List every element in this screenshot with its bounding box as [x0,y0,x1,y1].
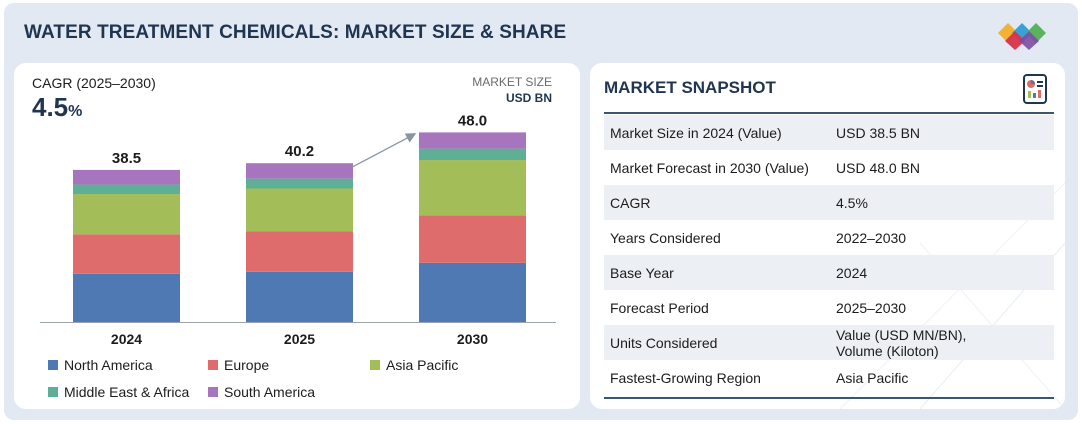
market-size-label: MARKET SIZE [472,75,552,89]
bar-segment-2030-north-america [419,262,526,322]
page-title: WATER TREATMENT CHEMICALS: MARKET SIZE &… [24,22,567,43]
bar-segment-2025-middle-east-africa [246,178,353,189]
legend-item-middle-east-africa: Middle East & Africa [48,384,189,400]
legend-label: South America [224,384,316,400]
legend-swatch [208,360,218,370]
snapshot-row: Years Considered 2022–2030 [604,220,1054,255]
legend-label: North America [64,357,153,373]
bar-total-label-2024: 38.5 [112,150,141,167]
legend-item-europe: Europe [208,357,269,373]
x-tick-label-2030: 2030 [457,331,488,347]
bar-segment-2025-europe [246,231,353,272]
snapshot-row: Base Year 2024 [604,255,1054,290]
snapshot-row-key: Base Year [610,264,674,281]
cagr-value: 4.5% [32,92,82,123]
legend-item-north-america: North America [48,357,153,373]
legend-item-asia-pacific: Asia Pacific [370,357,458,373]
bar-segment-2030-south-america [419,132,526,149]
snapshot-row-value: Value (USD MN/BN), Volume (Kiloton) [836,326,967,359]
x-tick-label-2024: 2024 [111,331,142,347]
bar-segment-2025-asia-pacific [246,188,353,232]
snapshot-row: Fastest-Growing Region Asia Pacific [604,360,1054,395]
bar-total-label-2030: 48.0 [458,112,487,129]
bar-segment-2030-europe [419,215,526,263]
snapshot-row-key: Market Size in 2024 (Value) [610,124,782,141]
snapshot-row-key: Years Considered [610,229,721,246]
snapshot-top-rule [604,112,1054,114]
bar-segment-2030-middle-east-africa [419,148,526,161]
bar-segment-2030-asia-pacific [419,160,526,216]
brand-logo-icon [998,23,1046,50]
legend-swatch [208,387,218,397]
cagr-number: 4.5 [32,92,69,122]
snapshot-row-value: 4.5% [836,194,868,211]
snapshot-row: Forecast Period 2025–2030 [604,290,1054,325]
snapshot-row-key: Units Considered [610,334,718,351]
legend-item-south-america: South America [208,384,315,400]
bar-segment-2024-north-america [73,273,180,322]
snapshot-row: Market Forecast in 2030 (Value) USD 48.0 … [604,150,1054,185]
snapshot-row-key: CAGR [610,194,651,211]
report-icon [1023,74,1047,104]
snapshot-row-value: USD 48.0 BN [836,159,921,176]
snapshot-row-value: Asia Pacific [836,369,909,386]
cagr-unit: % [68,103,83,120]
snapshot-title: MARKET SNAPSHOT [604,78,776,97]
snapshot-row: CAGR 4.5% [604,185,1054,220]
legend-label: Asia Pacific [386,357,459,373]
snapshot-row-value: 2025–2030 [836,299,907,316]
bar-segment-2024-middle-east-africa [73,184,180,195]
bar-segment-2024-europe [73,234,180,274]
legend-label: Europe [224,357,270,373]
snapshot-row-key: Fastest-Growing Region [610,369,761,386]
cagr-label: CAGR (2025–2030) [32,75,156,91]
snapshot-row-value: 2022–2030 [836,229,907,246]
snapshot-row-value: 2024 [836,264,868,281]
snapshot-row-value: USD 38.5 BN [836,124,921,141]
growth-arrow [351,133,417,168]
snapshot-row: Market Size in 2024 (Value) USD 38.5 BN [604,115,1054,150]
snapshot-row: Units Considered Value (USD MN/BN), Volume… [604,325,1054,360]
x-tick-label-2025: 2025 [284,331,315,347]
snapshot-row-key: Market Forecast in 2030 (Value) [610,159,809,176]
legend-label: Middle East & Africa [64,384,190,400]
legend-swatch [48,360,58,370]
snapshot-row-key: Forecast Period [610,299,709,316]
bar-total-label-2025: 40.2 [285,143,314,160]
bar-segment-2024-south-america [73,169,180,185]
snapshot-table: Market Size in 2024 (Value) USD 38.5 BN Ma… [604,115,1054,395]
bar-segment-2025-south-america [246,163,353,179]
bar-segment-2025-north-america [246,271,353,322]
legend-swatch [48,387,58,397]
snapshot-bottom-rule [604,397,1054,399]
legend-swatch [370,360,380,370]
bar-segment-2024-asia-pacific [73,194,180,235]
market-size-unit: USD BN [505,91,552,105]
